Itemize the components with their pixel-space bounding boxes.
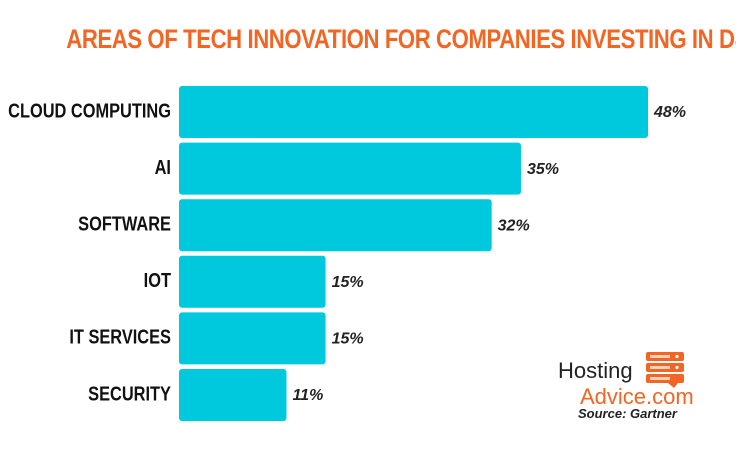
value-label: 32% [498,217,530,234]
category-label: IT SERVICES [69,325,171,348]
value-label: 15% [332,274,364,291]
brand-logo: Hosting Advice.com [552,350,712,430]
value-label: 35% [527,161,559,178]
category-label: SOFTWARE [78,212,171,235]
server-stack-icon [646,352,684,388]
bar-it-services [179,312,326,365]
brand-name-line2: Advice.com [580,384,694,409]
category-label: IOT [144,268,171,291]
brand-name-line1: Hosting [558,358,633,383]
value-label: 48% [653,104,686,121]
bar-cloud-computing [179,86,648,138]
value-label: 11% [292,387,323,404]
category-label: CLOUD COMPUTING [8,99,171,122]
value-label: 15% [332,331,364,348]
category-label: SECURITY [88,382,171,405]
bar-security [179,369,287,421]
chart-title: AREAS OF TECH INNOVATION FOR COMPANIES I… [66,24,736,54]
bar-iot [179,255,326,308]
bar-ai [179,142,521,195]
source-note: Source: Gartner [578,406,677,421]
bar-software [179,199,492,252]
category-label: AI [155,155,171,178]
